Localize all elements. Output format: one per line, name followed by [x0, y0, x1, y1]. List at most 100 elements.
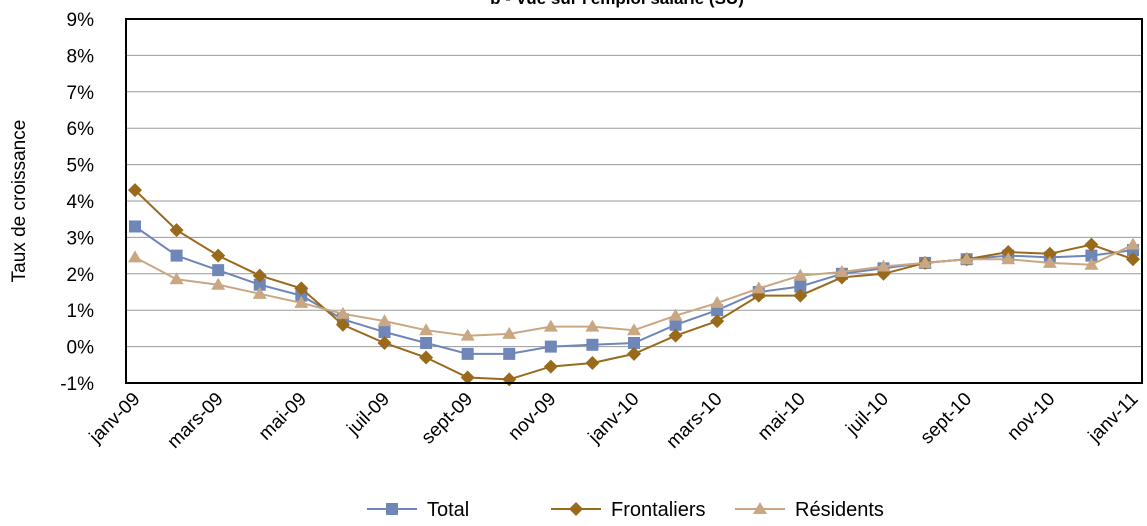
data-point [959, 252, 974, 265]
y-tick-label: 4% [67, 192, 95, 213]
y-tick-label: -1% [60, 374, 94, 395]
data-point [1126, 237, 1140, 250]
data-point [252, 286, 267, 299]
data-point [710, 314, 725, 329]
legend-item: Résidents [735, 499, 884, 521]
x-tick-label: nov-10 [1003, 389, 1059, 445]
plot-area-frame [125, 18, 1143, 384]
data-point [627, 323, 641, 336]
data-point [1001, 252, 1016, 265]
data-point [377, 335, 392, 350]
series-1 [128, 183, 1140, 387]
y-tick-label: 0% [67, 338, 95, 359]
data-point [543, 359, 558, 374]
data-point [212, 264, 225, 277]
data-point [253, 278, 266, 291]
y-tick-label: 7% [67, 83, 95, 104]
data-point [170, 249, 183, 262]
data-point [503, 347, 516, 360]
legend-label: Total [427, 499, 469, 521]
data-point [169, 223, 184, 238]
y-axis-label: Taux de croissance [9, 120, 30, 283]
data-point [668, 328, 683, 343]
data-point [1042, 255, 1057, 268]
data-point [628, 336, 640, 349]
x-tick-label: juil-09 [343, 389, 394, 440]
data-point [460, 328, 475, 341]
data-point [627, 346, 641, 361]
data-point [169, 272, 184, 285]
y-tick-label: 6% [67, 119, 95, 140]
legend-label: Frontaliers [611, 499, 705, 521]
data-point [128, 183, 142, 198]
y-axis-ticks: -1% 0% 1% 2% 3% 4% 5% 6% 7% 8% 9% [60, 10, 94, 395]
x-tick-label: janv-10 [584, 389, 644, 449]
data-point [252, 268, 267, 283]
data-point [794, 280, 807, 293]
y-tick-label: 8% [67, 46, 95, 67]
data-point [460, 370, 475, 385]
legend-item: Frontaliers [551, 499, 705, 521]
data-point [335, 317, 350, 332]
data-point [294, 295, 309, 308]
y-tick-label: 1% [67, 301, 95, 322]
data-point [1084, 237, 1099, 252]
data-point [420, 336, 433, 349]
series-line [134, 243, 1134, 337]
x-tick-label: janv-11 [1084, 389, 1143, 448]
x-tick-label: mars-09 [164, 389, 228, 453]
y-tick-label: 3% [67, 228, 95, 249]
y-tick-label: 9% [67, 10, 95, 31]
x-tick-label: sept-10 [917, 389, 977, 449]
data-point [1001, 244, 1016, 259]
x-tick-label: juil-10 [842, 389, 893, 440]
data-point [378, 326, 391, 339]
data-point [1042, 246, 1057, 261]
data-point [211, 277, 226, 290]
x-tick-label: nov-09 [504, 389, 560, 445]
legend-label: Résidents [795, 499, 884, 521]
legend-marker [569, 502, 583, 516]
data-point [585, 355, 600, 370]
chart-title: b - Vue sur l'emploi salarié (SU) [490, 0, 744, 8]
series-group [128, 183, 1140, 387]
series-2 [128, 237, 1140, 341]
data-point [502, 326, 517, 339]
data-point [793, 268, 808, 281]
legend-marker [753, 502, 767, 514]
data-point [1084, 257, 1099, 270]
data-point [419, 323, 434, 336]
data-point [1085, 249, 1098, 262]
data-point [1126, 252, 1140, 267]
x-tick-label: janv-09 [85, 389, 145, 449]
data-point [211, 248, 226, 263]
data-point [295, 289, 308, 302]
data-point [335, 306, 350, 319]
data-point [543, 319, 558, 332]
data-point [793, 288, 808, 303]
data-point [918, 255, 933, 268]
y-tick-label: 5% [67, 156, 95, 177]
grid-lines [126, 54, 1142, 348]
data-point [585, 319, 600, 332]
data-point [668, 308, 683, 321]
x-axis-ticks: janv-09 mars-09 mai-09 juil-09 sept-09 nov-09… [85, 389, 1143, 453]
data-point [294, 281, 309, 296]
legend: Total Frontaliers Résidents [367, 499, 884, 521]
x-tick-label: mai-10 [754, 389, 810, 445]
data-point [129, 220, 141, 233]
data-point [834, 264, 849, 277]
data-point [876, 259, 891, 272]
y-tick-label: 2% [67, 265, 95, 286]
series-0 [129, 220, 1139, 360]
data-point [751, 281, 766, 294]
data-point [377, 314, 392, 327]
x-tick-label: mars-10 [663, 389, 727, 453]
legend-marker [386, 503, 398, 515]
data-point [710, 295, 725, 308]
x-tick-label: sept-09 [418, 389, 478, 449]
data-point [502, 372, 517, 387]
data-point [461, 347, 474, 360]
x-tick-label: mai-09 [255, 389, 311, 445]
